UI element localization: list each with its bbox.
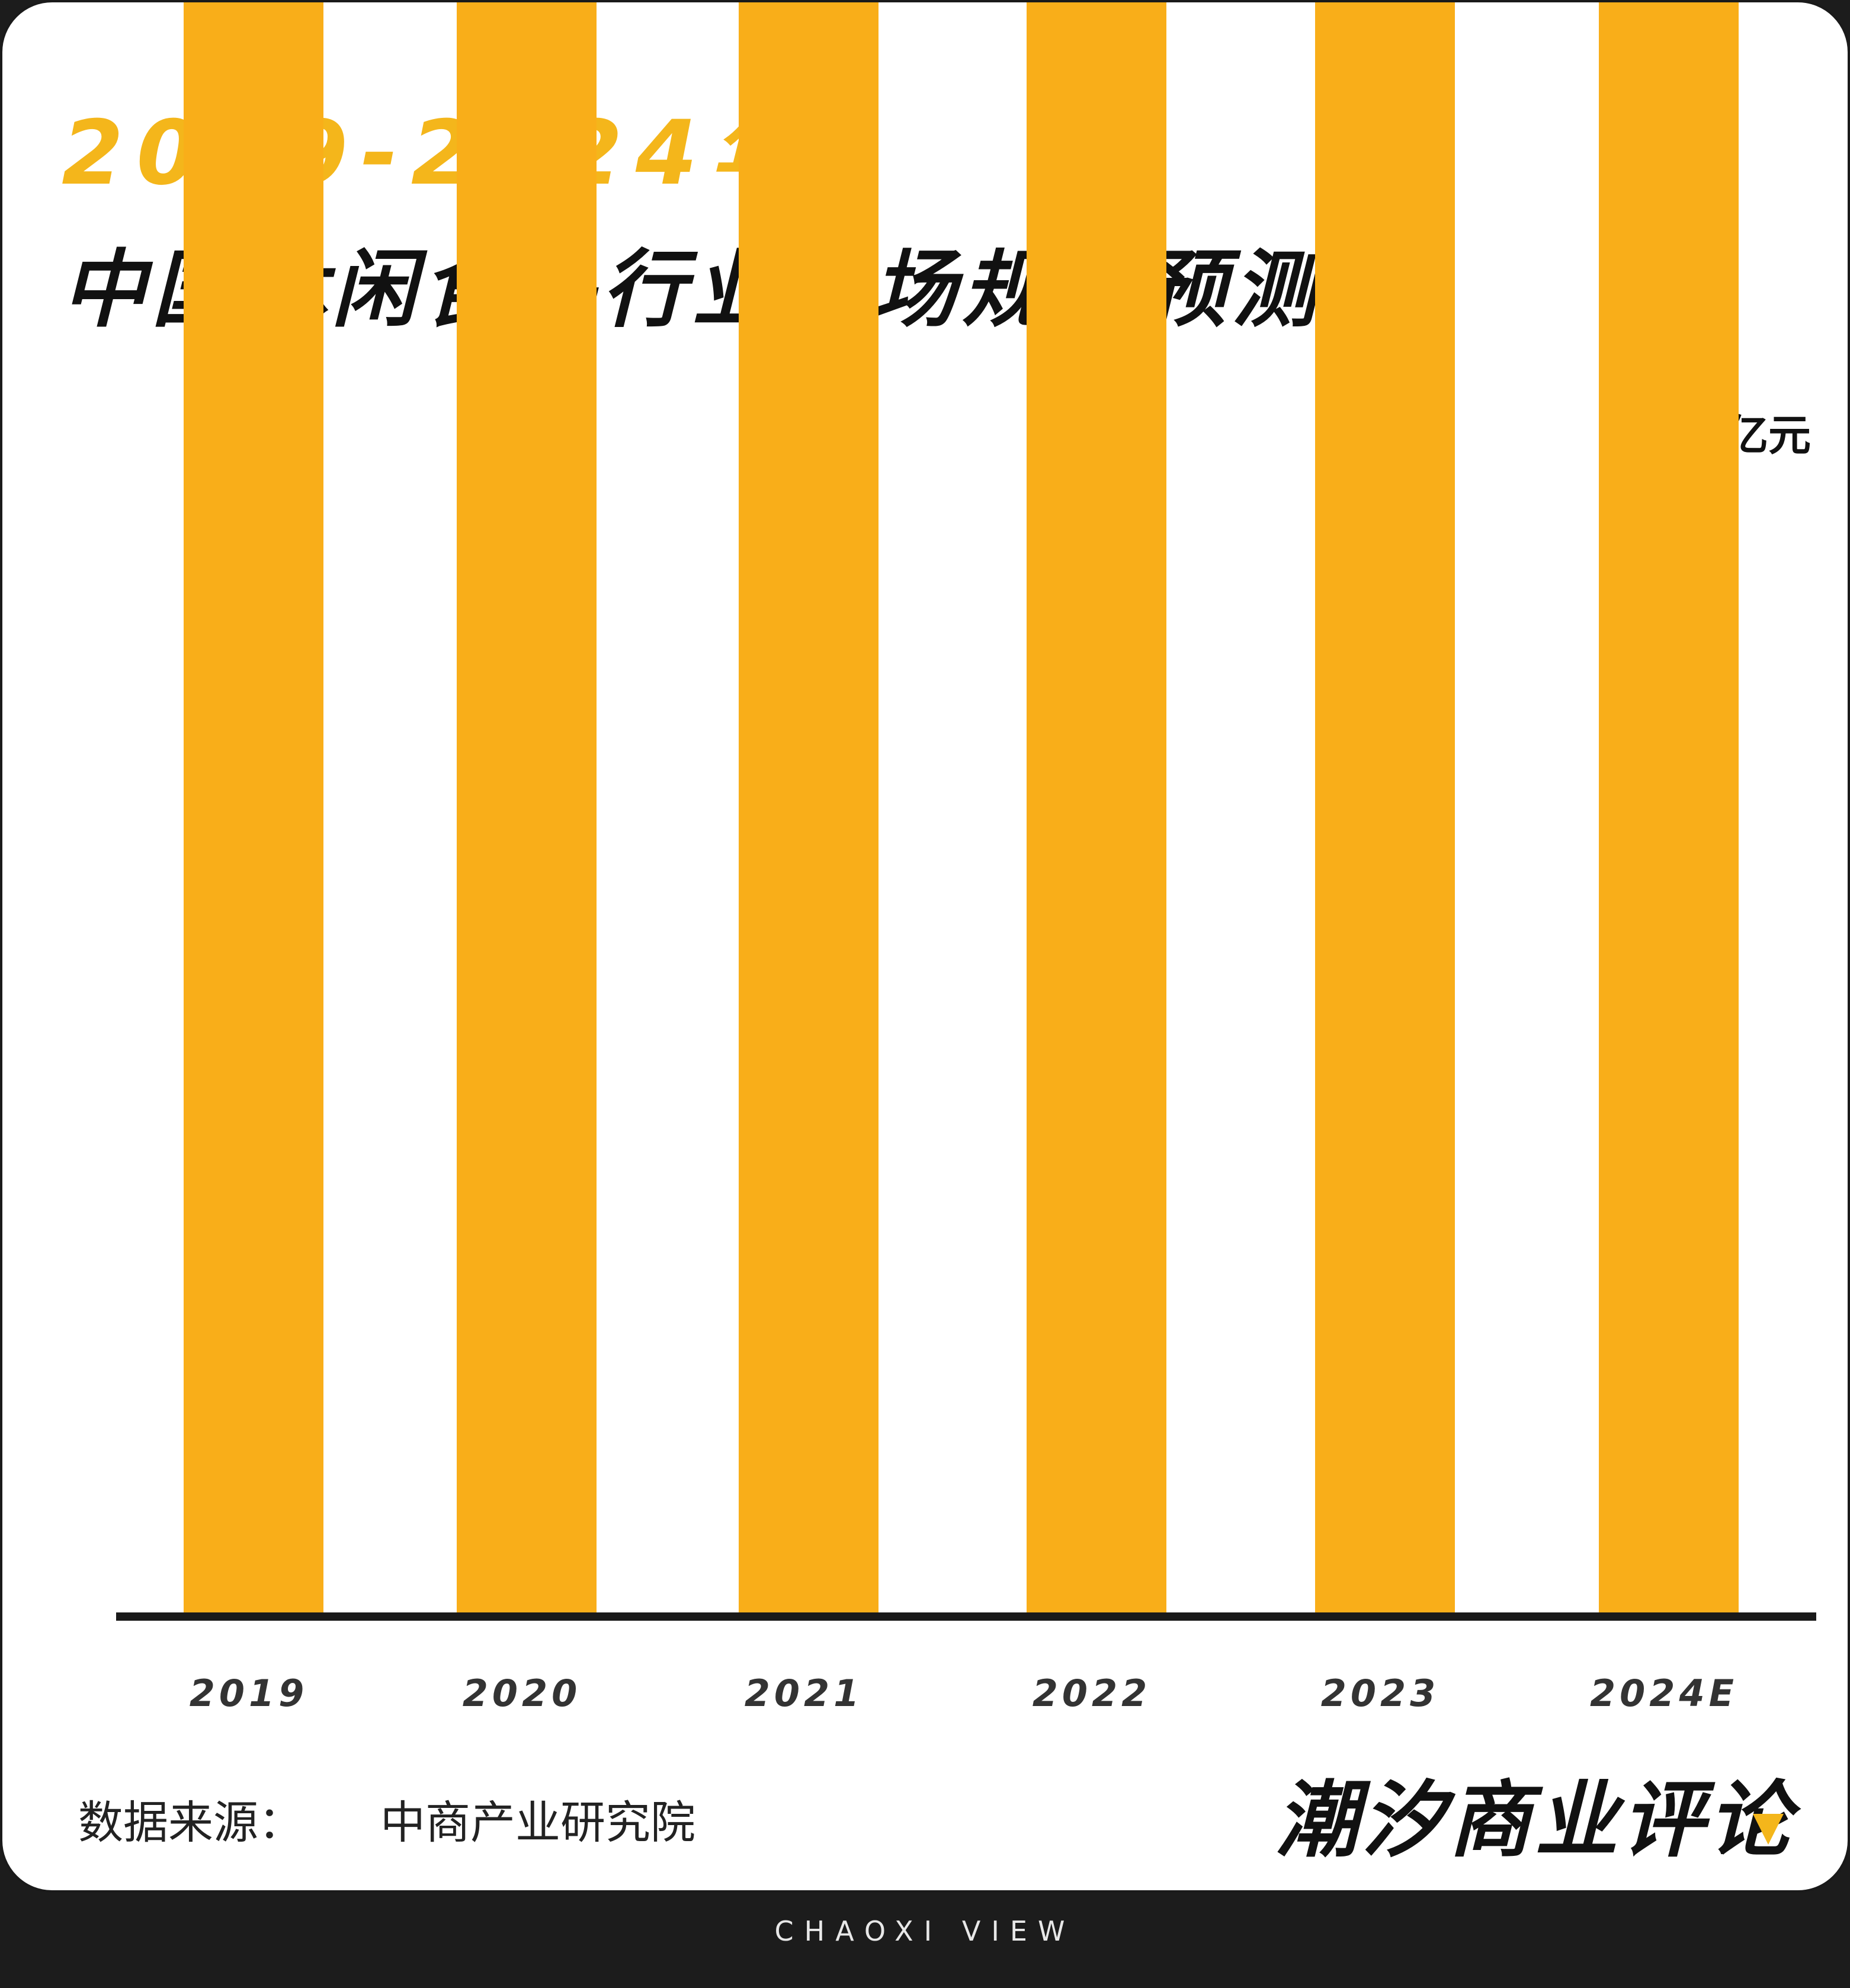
bar-2021 — [739, 2, 878, 1612]
bar-chart: 7606774982518437928610092 20192020202120… — [116, 2, 1816, 1715]
brand-accent-triangle — [1753, 1814, 1784, 1845]
tick-label-2023: 2023 — [1321, 1672, 1440, 1715]
tick-label-2024E: 2024E — [1590, 1672, 1738, 1715]
bars-layer — [184, 2, 1739, 1613]
source-value: 中商产业研究院 — [380, 1796, 695, 1849]
bar-2020 — [457, 2, 597, 1612]
tick-label-2020: 2020 — [463, 1672, 582, 1715]
source-label: 数据来源： — [78, 1796, 303, 1849]
footer-brand-text: CHAOXI VIEW — [774, 1915, 1076, 1947]
bar-2019 — [184, 2, 323, 1613]
tick-label-2019: 2019 — [190, 1672, 309, 1715]
bar-2023 — [1315, 2, 1455, 1612]
tick-label-2021: 2021 — [745, 1672, 864, 1715]
data-source: 数据来源： 中商产业研究院 — [78, 1800, 695, 1845]
bar-2022 — [1027, 2, 1166, 1613]
tick-label-2022: 2022 — [1033, 1672, 1152, 1715]
bar-2024E — [1599, 2, 1739, 1613]
tick-labels-layer: 2019 2020 2021 2022 2023 2024E — [190, 1672, 1738, 1715]
chart-card: 2019-2024年 中国休闲食品行业市场规模预测 单位：亿元 76067749… — [0, 0, 1850, 1893]
brand-logo: 潮汐商业评论 — [1275, 1772, 1794, 1869]
